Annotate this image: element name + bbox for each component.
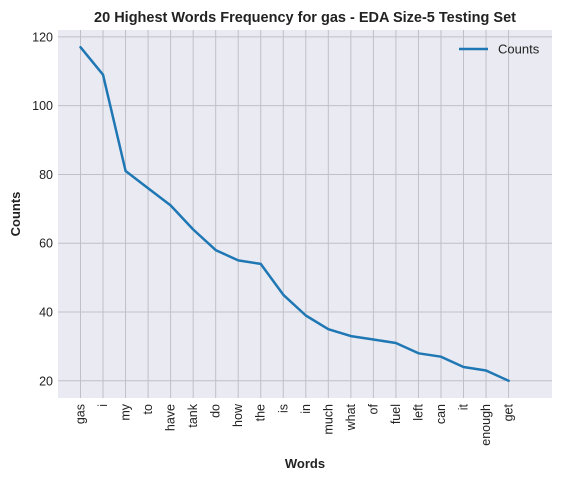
chart-title: 20 Highest Words Frequency for gas - EDA… bbox=[94, 10, 516, 26]
x-tick-label-how: how bbox=[231, 403, 245, 427]
x-tick-label-it: it bbox=[457, 403, 471, 410]
x-tick-label-is: is bbox=[276, 404, 290, 413]
x-tick-label-have: have bbox=[164, 404, 178, 431]
x-tick-label-fuel: fuel bbox=[389, 404, 403, 424]
x-tick-label-i: i bbox=[96, 404, 110, 407]
legend-label-counts: Counts bbox=[498, 42, 540, 57]
y-ticks: 20 40 60 80 100 120 bbox=[32, 30, 53, 388]
y-tick-label: 100 bbox=[32, 99, 53, 113]
x-axis-label: Words bbox=[285, 456, 325, 471]
grid bbox=[58, 30, 552, 398]
legend: Counts bbox=[459, 42, 540, 57]
x-tick-label-left: left bbox=[411, 403, 425, 420]
x-tick-label-gas: gas bbox=[74, 404, 88, 424]
y-tick-label: 60 bbox=[39, 237, 53, 251]
x-ticks: gas i my to have tank do how the is in much what of fu… bbox=[74, 403, 516, 446]
x-tick-label-enough: enough bbox=[479, 404, 493, 446]
y-tick-label: 20 bbox=[39, 374, 53, 388]
x-tick-label-do: do bbox=[209, 404, 223, 418]
plot-area bbox=[58, 30, 552, 398]
y-axis-label: Counts bbox=[8, 192, 23, 237]
y-tick-label: 40 bbox=[39, 306, 53, 320]
y-tick-label: 120 bbox=[32, 30, 53, 44]
x-tick-label-what: what bbox=[344, 403, 358, 431]
y-tick-label: 80 bbox=[39, 168, 53, 182]
x-tick-label-much: much bbox=[321, 404, 335, 435]
x-tick-label-in: in bbox=[299, 404, 313, 414]
x-tick-label-my: my bbox=[119, 403, 133, 420]
x-tick-label-the: the bbox=[254, 404, 268, 421]
x-tick-label-get: get bbox=[502, 403, 516, 421]
x-tick-label-tank: tank bbox=[186, 403, 200, 427]
x-tick-label-can: can bbox=[434, 404, 448, 424]
x-tick-label-of: of bbox=[366, 403, 380, 414]
series-group bbox=[79, 45, 510, 383]
series-line-counts bbox=[79, 45, 510, 383]
x-tick-label-to: to bbox=[141, 404, 155, 414]
